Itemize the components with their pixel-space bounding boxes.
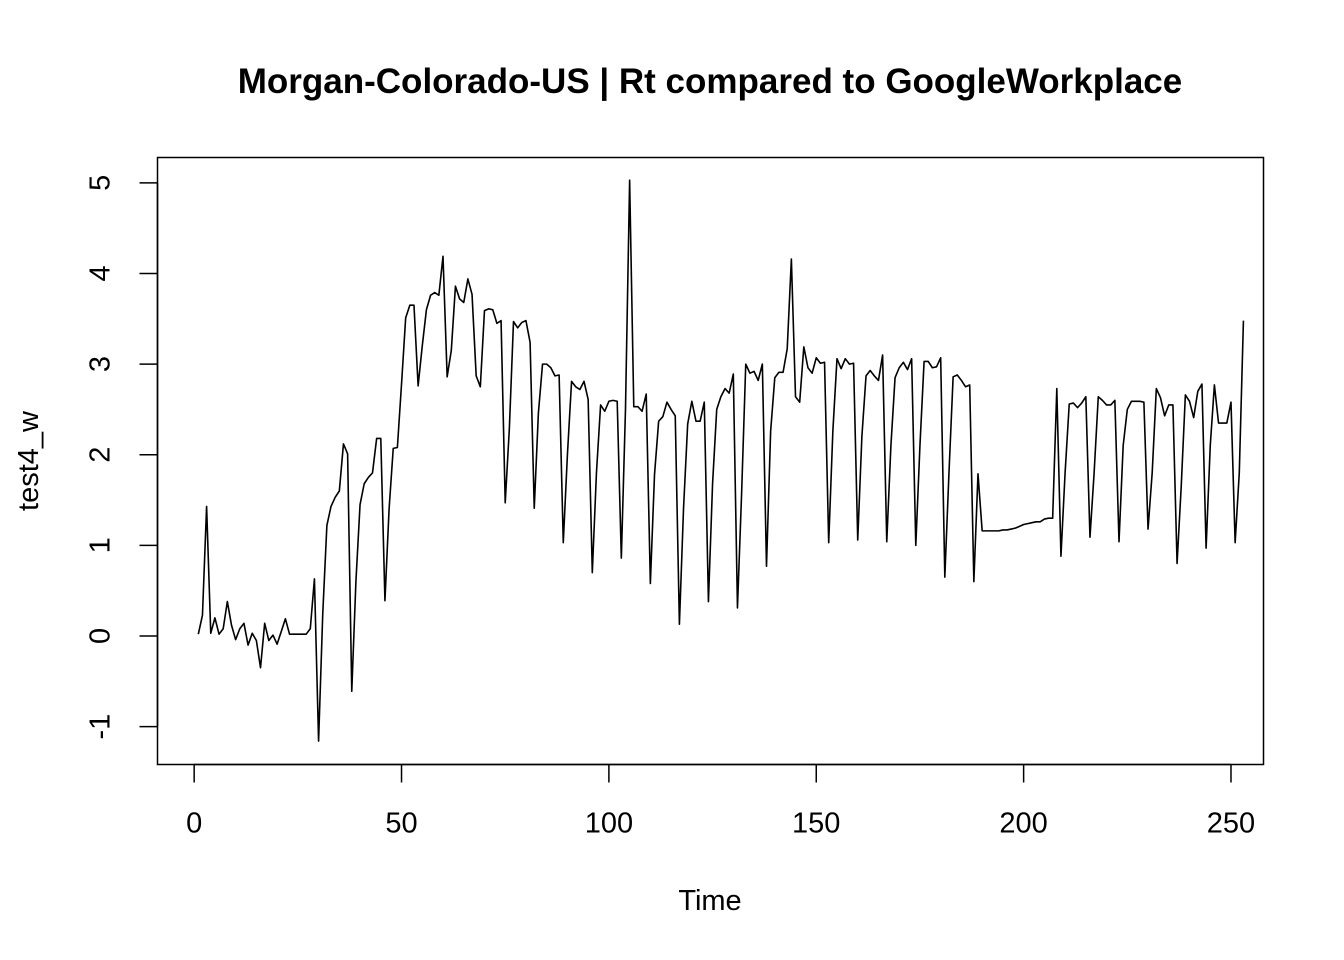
x-axis-label: Time [678,885,741,917]
y-tick-label: 3 [85,356,117,372]
y-tick-label: 1 [85,537,117,553]
x-tick-label: 0 [186,808,202,840]
y-tick-label: 0 [85,628,117,644]
x-tick-label: 200 [999,808,1047,840]
series-layer [197,179,1245,742]
chart-title: Morgan-Colorado-US | Rt compared to Goog… [238,62,1183,101]
plot-frame [156,156,1265,766]
y-axis-label: test4_w [13,410,45,511]
y-tick-label: 4 [85,265,117,281]
y-tick-label: 5 [85,175,117,191]
y-tick-label: -1 [85,714,117,740]
x-tick-label: 250 [1207,808,1255,840]
y-axis: -1 0 1 2 3 4 5 [85,175,159,740]
x-tick-label: 150 [792,808,840,840]
x-axis: 0 50 100 150 200 250 [186,763,1255,840]
y-tick-label: 2 [85,447,117,463]
x-tick-label: 100 [585,808,633,840]
series-line-1 [197,179,1245,742]
x-tick-label: 50 [385,808,417,840]
